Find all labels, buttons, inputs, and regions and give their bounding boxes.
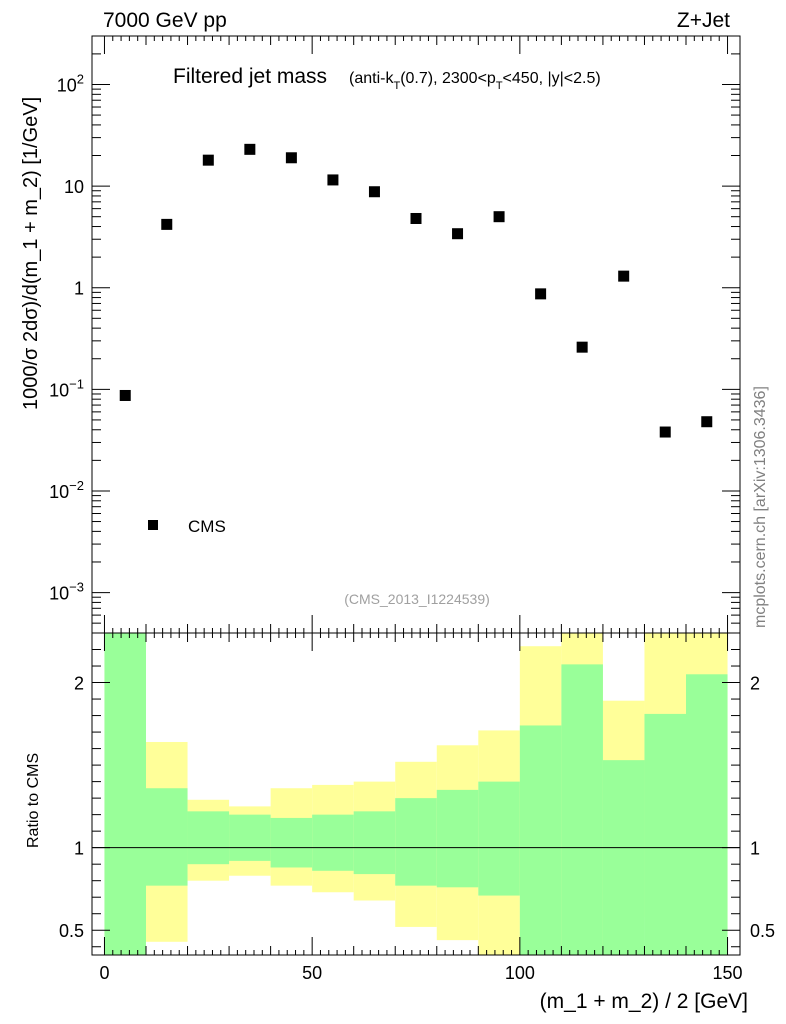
ratio-y-tick-label-left: 1	[74, 839, 84, 859]
ratio-plot-panel: 0.5 0.5 1 1 2 2 0 50 100 150 Ratio to CMS (m_1 + …	[25, 632, 775, 1013]
x-axis-label: (m_1 + m_2) / 2 [GeV]	[540, 990, 748, 1013]
ratio-y-tick-label-right: 1	[750, 839, 760, 859]
ratio-inner-band-bin	[602, 760, 645, 955]
data-point-marker	[161, 218, 173, 230]
ratio-inner-band-bin	[187, 811, 230, 865]
ratio-inner-band-bin	[146, 788, 188, 886]
ratio-y-axis-label: Ratio to CMS	[25, 753, 42, 848]
ratio-inner-band-bin	[519, 725, 562, 955]
main-y-tick-label: 10−3	[49, 580, 84, 604]
ratio-inner-band-bin	[436, 789, 479, 888]
analysis-label: (CMS_2013_I1224539)	[344, 591, 490, 607]
ratio-inner-band-bin	[229, 814, 271, 861]
plot-title: Filtered jet mass	[173, 65, 327, 88]
data-point-marker	[535, 288, 547, 300]
ratio-inner-band-bin	[312, 814, 354, 871]
ratio-inner-band-bin	[644, 713, 686, 955]
tick-label-exponent: −1	[69, 376, 84, 391]
data-point-marker	[285, 152, 297, 164]
source-label: mcplots.cern.ch [arXiv:1306.3436]	[752, 386, 769, 628]
main-y-tick-label: 10−1	[49, 376, 84, 400]
data-point-marker	[493, 211, 505, 223]
main-plot-frame	[91, 35, 741, 634]
data-point-marker	[119, 389, 131, 401]
legend-label-cms: CMS	[188, 517, 226, 536]
legend-marker-cms	[148, 520, 158, 530]
data-point-marker	[202, 154, 214, 166]
energy-label: 7000 GeV pp	[103, 9, 227, 32]
subtitle-part-1: (anti-k	[349, 70, 394, 87]
main-y-tick-label: 1	[74, 279, 84, 299]
ratio-axis-ticks	[92, 633, 740, 955]
tick-label-base: 10	[57, 75, 77, 95]
ratio-inner-band-bin	[561, 664, 603, 955]
tick-label-exponent: −2	[69, 478, 84, 493]
ratio-y-tick-label-left: 2	[74, 674, 84, 694]
x-tick-label: 100	[505, 963, 535, 983]
tick-label-base: 10	[64, 177, 84, 197]
tick-label-exponent: 2	[77, 71, 84, 86]
data-point-marker	[659, 426, 671, 438]
data-point-marker	[701, 416, 713, 428]
data-point-marker	[618, 270, 630, 282]
data-point-marker	[452, 228, 464, 240]
x-tick-label: 50	[302, 963, 322, 983]
subtitle-part-2: (0.7), 2300<p	[400, 70, 496, 87]
data-point-marker	[410, 212, 422, 224]
main-axis-ticks	[92, 35, 740, 634]
ratio-inner-band-bin	[686, 674, 728, 955]
tick-label-base: 10	[49, 584, 69, 604]
ratio-inner-band-bin	[478, 781, 520, 896]
ratio-y-tick-label-left: 0.5	[59, 921, 84, 941]
data-point-marker	[368, 186, 380, 198]
subtitle-subscript-1: T	[393, 80, 400, 92]
main-y-axis-label: 1000/σ 2dσ)/d(m_1 + m_2) [1/GeV]	[20, 97, 42, 410]
ratio-inner-band-bin	[104, 633, 146, 955]
plot-subtitle: (anti-kT(0.7), 2300<pT<450, |y|<2.5)	[349, 70, 601, 92]
ratio-inner-band-bin	[353, 811, 396, 875]
process-label: Z+Jet	[677, 9, 730, 32]
ratio-inner-band-bin	[270, 817, 313, 868]
data-point-marker	[327, 174, 339, 186]
x-tick-label: 150	[713, 963, 743, 983]
ratio-y-tick-label-right: 2	[750, 674, 760, 694]
subtitle-part-3: <450, |y|<2.5)	[503, 70, 601, 87]
main-y-tick-label: 10−2	[49, 478, 84, 502]
tick-label-base: 10	[49, 482, 69, 502]
x-tick-label: 0	[99, 963, 109, 983]
tick-label-base: 1	[74, 279, 84, 299]
ratio-tick-labels: 0.5 0.5 1 1 2 2 0 50 100 150	[59, 674, 775, 983]
data-point-marker	[244, 143, 256, 155]
main-data-markers	[119, 143, 713, 438]
ratio-bands	[104, 633, 728, 955]
ratio-inner-band-bin	[395, 798, 437, 886]
ratio-plot-frame	[91, 632, 741, 956]
tick-label-exponent: −3	[69, 580, 84, 595]
subtitle-subscript-2: T	[496, 80, 503, 92]
tick-label-base: 10	[49, 380, 69, 400]
data-point-marker	[576, 341, 588, 353]
ratio-y-tick-label-right: 0.5	[750, 921, 775, 941]
main-y-tick-label: 10	[64, 177, 84, 197]
main-y-tick-label: 102	[57, 71, 84, 95]
